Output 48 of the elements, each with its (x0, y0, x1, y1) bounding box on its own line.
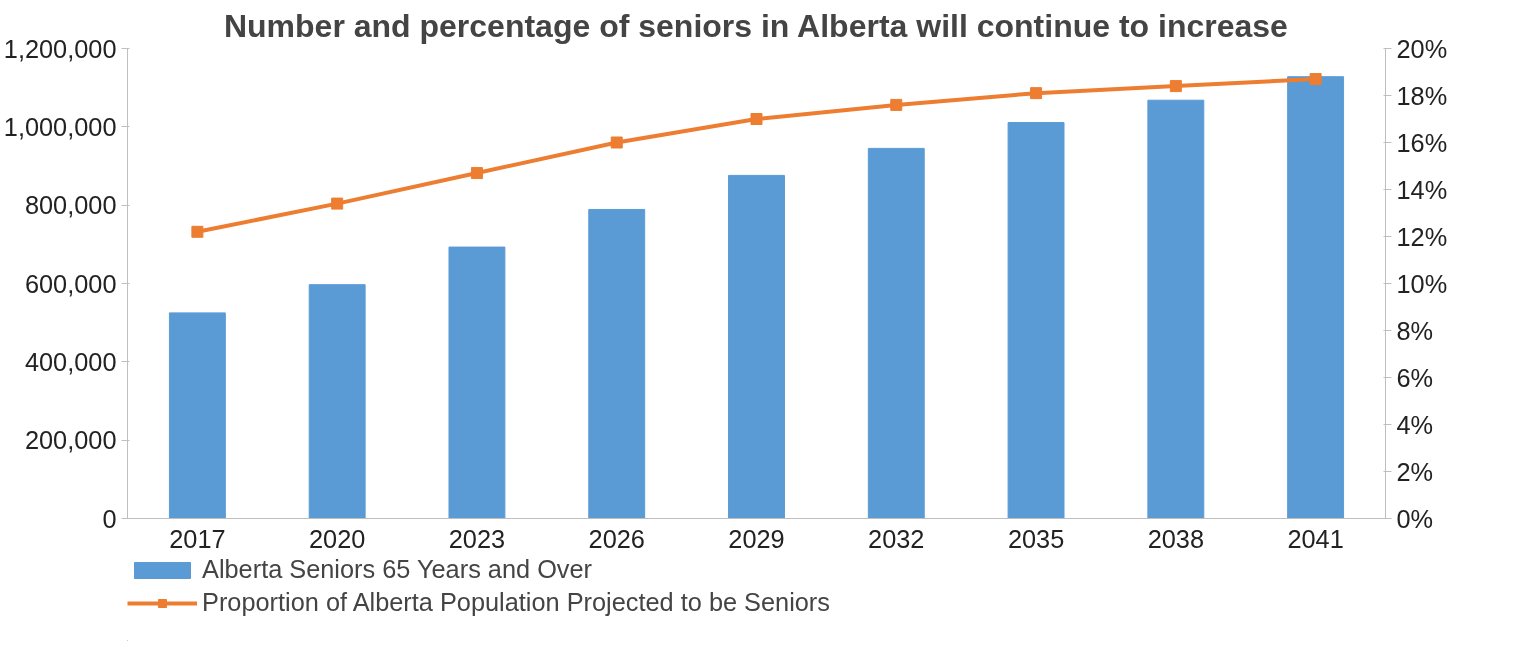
point (191, 225, 204, 238)
point (331, 197, 344, 210)
y-tick-label: 1,200,000 (3, 34, 117, 63)
y2-tick-label: 12% (1396, 222, 1448, 251)
x-tick-label: 2026 (588, 524, 645, 553)
chart-title: Number and percentage of seniors in Alberta will continue to increase (223, 7, 1288, 44)
y2-tick-label: 4% (1396, 410, 1434, 439)
y2-tick-label: 18% (1396, 81, 1448, 110)
x-tick-label: 2017 (169, 524, 226, 553)
bar (728, 174, 785, 519)
x-tick-label: 2020 (308, 524, 366, 553)
y2-tick-label: 20% (1396, 34, 1448, 63)
y2-tick-label: 2% (1396, 457, 1434, 486)
y2-tick-label: 14% (1396, 175, 1448, 204)
x-tick-label: 2023 (448, 524, 506, 553)
y-tick-label: 600,000 (24, 269, 117, 298)
bar (1007, 122, 1065, 519)
y2-tick-label: 8% (1396, 316, 1434, 345)
point (1169, 80, 1182, 93)
bar (1287, 76, 1345, 519)
x-tick-label: 2041 (1287, 524, 1344, 553)
bar (588, 208, 646, 519)
x-tick-label: 2038 (1147, 524, 1205, 553)
y-tick-label: 200,000 (24, 426, 117, 455)
bar (448, 246, 506, 519)
point (610, 136, 623, 149)
legend-label: Alberta Seniors 65 Years and Over (202, 555, 593, 584)
point (890, 98, 903, 111)
bar (867, 147, 925, 519)
y-tick-label: 800,000 (24, 191, 117, 220)
x-tick-label: 2032 (868, 524, 925, 553)
bar (168, 312, 226, 519)
legend-label: Proportion of Alberta Population Projected to be Seniors (202, 588, 830, 617)
y-tick-label: 1,000,000 (3, 112, 117, 141)
bar (308, 284, 366, 519)
point (750, 113, 763, 125)
y2-tick-label: 6% (1396, 363, 1434, 392)
y2-tick-label: 10% (1396, 269, 1448, 298)
x-tick-label: 2029 (728, 524, 785, 553)
y2-tick-label: 0% (1396, 504, 1434, 533)
bar (1147, 99, 1205, 519)
y2-tick-label: 16% (1396, 128, 1448, 157)
y-tick-label: 400,000 (24, 347, 117, 376)
point (470, 167, 483, 180)
y-tick-label: 0 (102, 504, 117, 533)
x-tick-label: 2035 (1007, 524, 1065, 553)
point (1030, 87, 1043, 100)
point (1309, 73, 1322, 86)
